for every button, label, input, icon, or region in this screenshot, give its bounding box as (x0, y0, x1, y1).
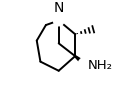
Circle shape (78, 57, 94, 74)
Text: N: N (53, 1, 64, 15)
Polygon shape (75, 56, 88, 67)
Text: NH₂: NH₂ (88, 59, 113, 72)
Circle shape (53, 15, 64, 26)
